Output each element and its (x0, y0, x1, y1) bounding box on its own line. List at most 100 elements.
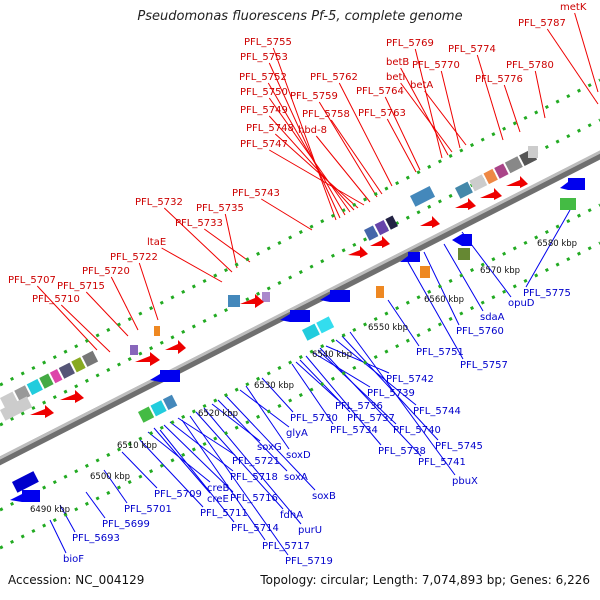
forward-arrow (30, 405, 54, 418)
lower-leader-line (261, 377, 294, 413)
lower-label: fdhA (280, 510, 303, 521)
dot-lane-upper-inner (0, 118, 600, 427)
lower-label: PFL_5740 (393, 425, 441, 436)
upper-block-strip-left (0, 350, 99, 409)
upper-leader-line (338, 82, 393, 187)
upper-leader-line (267, 82, 346, 216)
upper-leader-line (110, 276, 139, 331)
lower-label: PFL_5718 (230, 472, 278, 483)
scale-labels: 6490 kbp 6500 kbp 6510 kbp 6520 kbp 6530 kbp… (30, 239, 577, 515)
upper-leader-line (272, 47, 337, 221)
forward-arrow (240, 294, 264, 308)
lower-label: PFL_5751 (416, 347, 464, 358)
lower-leader-line (225, 395, 316, 491)
upper-label: PFL_5710 (32, 294, 80, 305)
lower-leader-line (443, 243, 484, 312)
feature-block (138, 406, 155, 423)
scale-label: 6550 kbp (368, 323, 408, 333)
upper-leader-line (534, 70, 546, 119)
forward-arrow (506, 176, 528, 188)
lower-label: PFL_5693 (72, 533, 120, 544)
feature-block (11, 471, 39, 493)
lower-leader-line (423, 251, 460, 326)
feature-block (302, 323, 320, 341)
lower-label: bioF (63, 554, 84, 565)
lower-label: PFL_5711 (200, 508, 248, 519)
upper-label: PFL_5759 (290, 91, 338, 102)
upper-leader-line (315, 135, 371, 203)
upper-label: PFL_5755 (244, 37, 292, 48)
lower-block-strip-mid (302, 316, 335, 341)
lower-leader-line (311, 351, 371, 388)
feature-block (316, 316, 335, 334)
upper-leader-line (269, 149, 365, 206)
leader-lines (36, 12, 599, 556)
upper-leader-line (163, 207, 233, 273)
reverse-arrow (560, 178, 585, 190)
upper-label: betI (386, 72, 405, 83)
genome-summary-text: Topology: circular; Length: 7,074,893 bp… (260, 573, 590, 587)
dot-lane-lower-inner (0, 203, 600, 512)
feature-block (504, 156, 523, 174)
map-title: Pseudomonas fluorescens Pf-5, complete g… (137, 9, 463, 24)
lower-label: PFL_5714 (231, 523, 279, 534)
lower-label: creE (207, 494, 229, 505)
scale-label: 6570 kbp (480, 266, 520, 276)
reverse-arrow (150, 370, 180, 382)
reverse-arrow (452, 234, 472, 246)
feature-block (71, 357, 86, 373)
lower-leader-line (153, 427, 211, 494)
upper-leader-line (268, 115, 355, 211)
upper-leader-line (424, 90, 467, 146)
upper-leader-line (386, 118, 417, 173)
lower-leader-line (295, 361, 339, 401)
feature-block (376, 286, 384, 298)
backbone-shadow (0, 150, 600, 466)
upper-label: PFL_5770 (412, 60, 460, 71)
feature-block (49, 368, 63, 384)
scale-label: 6560 kbp (424, 295, 464, 305)
lower-label: PFL_5742 (386, 374, 434, 385)
lower-leader-line (103, 469, 128, 504)
upper-leader-line (60, 304, 111, 353)
feature-block (364, 225, 379, 241)
lower-label: PFL_5739 (367, 388, 415, 399)
grid-dot-lanes (0, 78, 600, 550)
lower-label: PFL_5744 (413, 406, 461, 417)
lower-leader-line (341, 335, 439, 441)
lower-leader-line (245, 385, 290, 450)
upper-leader-line (476, 54, 504, 141)
reverse-arrow (280, 310, 310, 322)
scale-label: 6520 kbp (198, 409, 238, 419)
backbone-highlight (0, 150, 600, 460)
forward-feature-arrows (30, 176, 528, 418)
feature-tracks (0, 146, 585, 502)
forward-arrow (370, 236, 390, 248)
dot-lane-lower-outer (0, 241, 600, 550)
upper-label: PFL_5743 (232, 188, 280, 199)
feature-block (410, 186, 436, 207)
lower-leader-line (525, 209, 571, 288)
feature-block (154, 326, 160, 336)
upper-leader-line (268, 97, 351, 213)
upper-label: PFL_5747 (240, 139, 288, 150)
lower-leader-line (121, 451, 158, 489)
upper-label: PFL_5707 (8, 275, 56, 286)
forward-arrow (455, 198, 476, 210)
upper-leader-line (318, 101, 378, 198)
lower-label: PFL_5701 (124, 504, 172, 515)
feature-block (469, 174, 488, 192)
lower-leader-line (325, 345, 390, 374)
upper-label: betB (386, 57, 409, 68)
upper-label: PFL_5780 (506, 60, 554, 71)
upper-leader-line (224, 213, 238, 269)
lower-leader-line (177, 417, 236, 456)
lower-label: opuD (508, 298, 535, 309)
upper-label: PFL_5774 (448, 44, 496, 55)
lower-leader-line (407, 261, 464, 360)
lower-label: PFL_5719 (285, 556, 333, 567)
upper-block-strip-mid (364, 215, 398, 241)
lower-label: creB (207, 483, 230, 494)
